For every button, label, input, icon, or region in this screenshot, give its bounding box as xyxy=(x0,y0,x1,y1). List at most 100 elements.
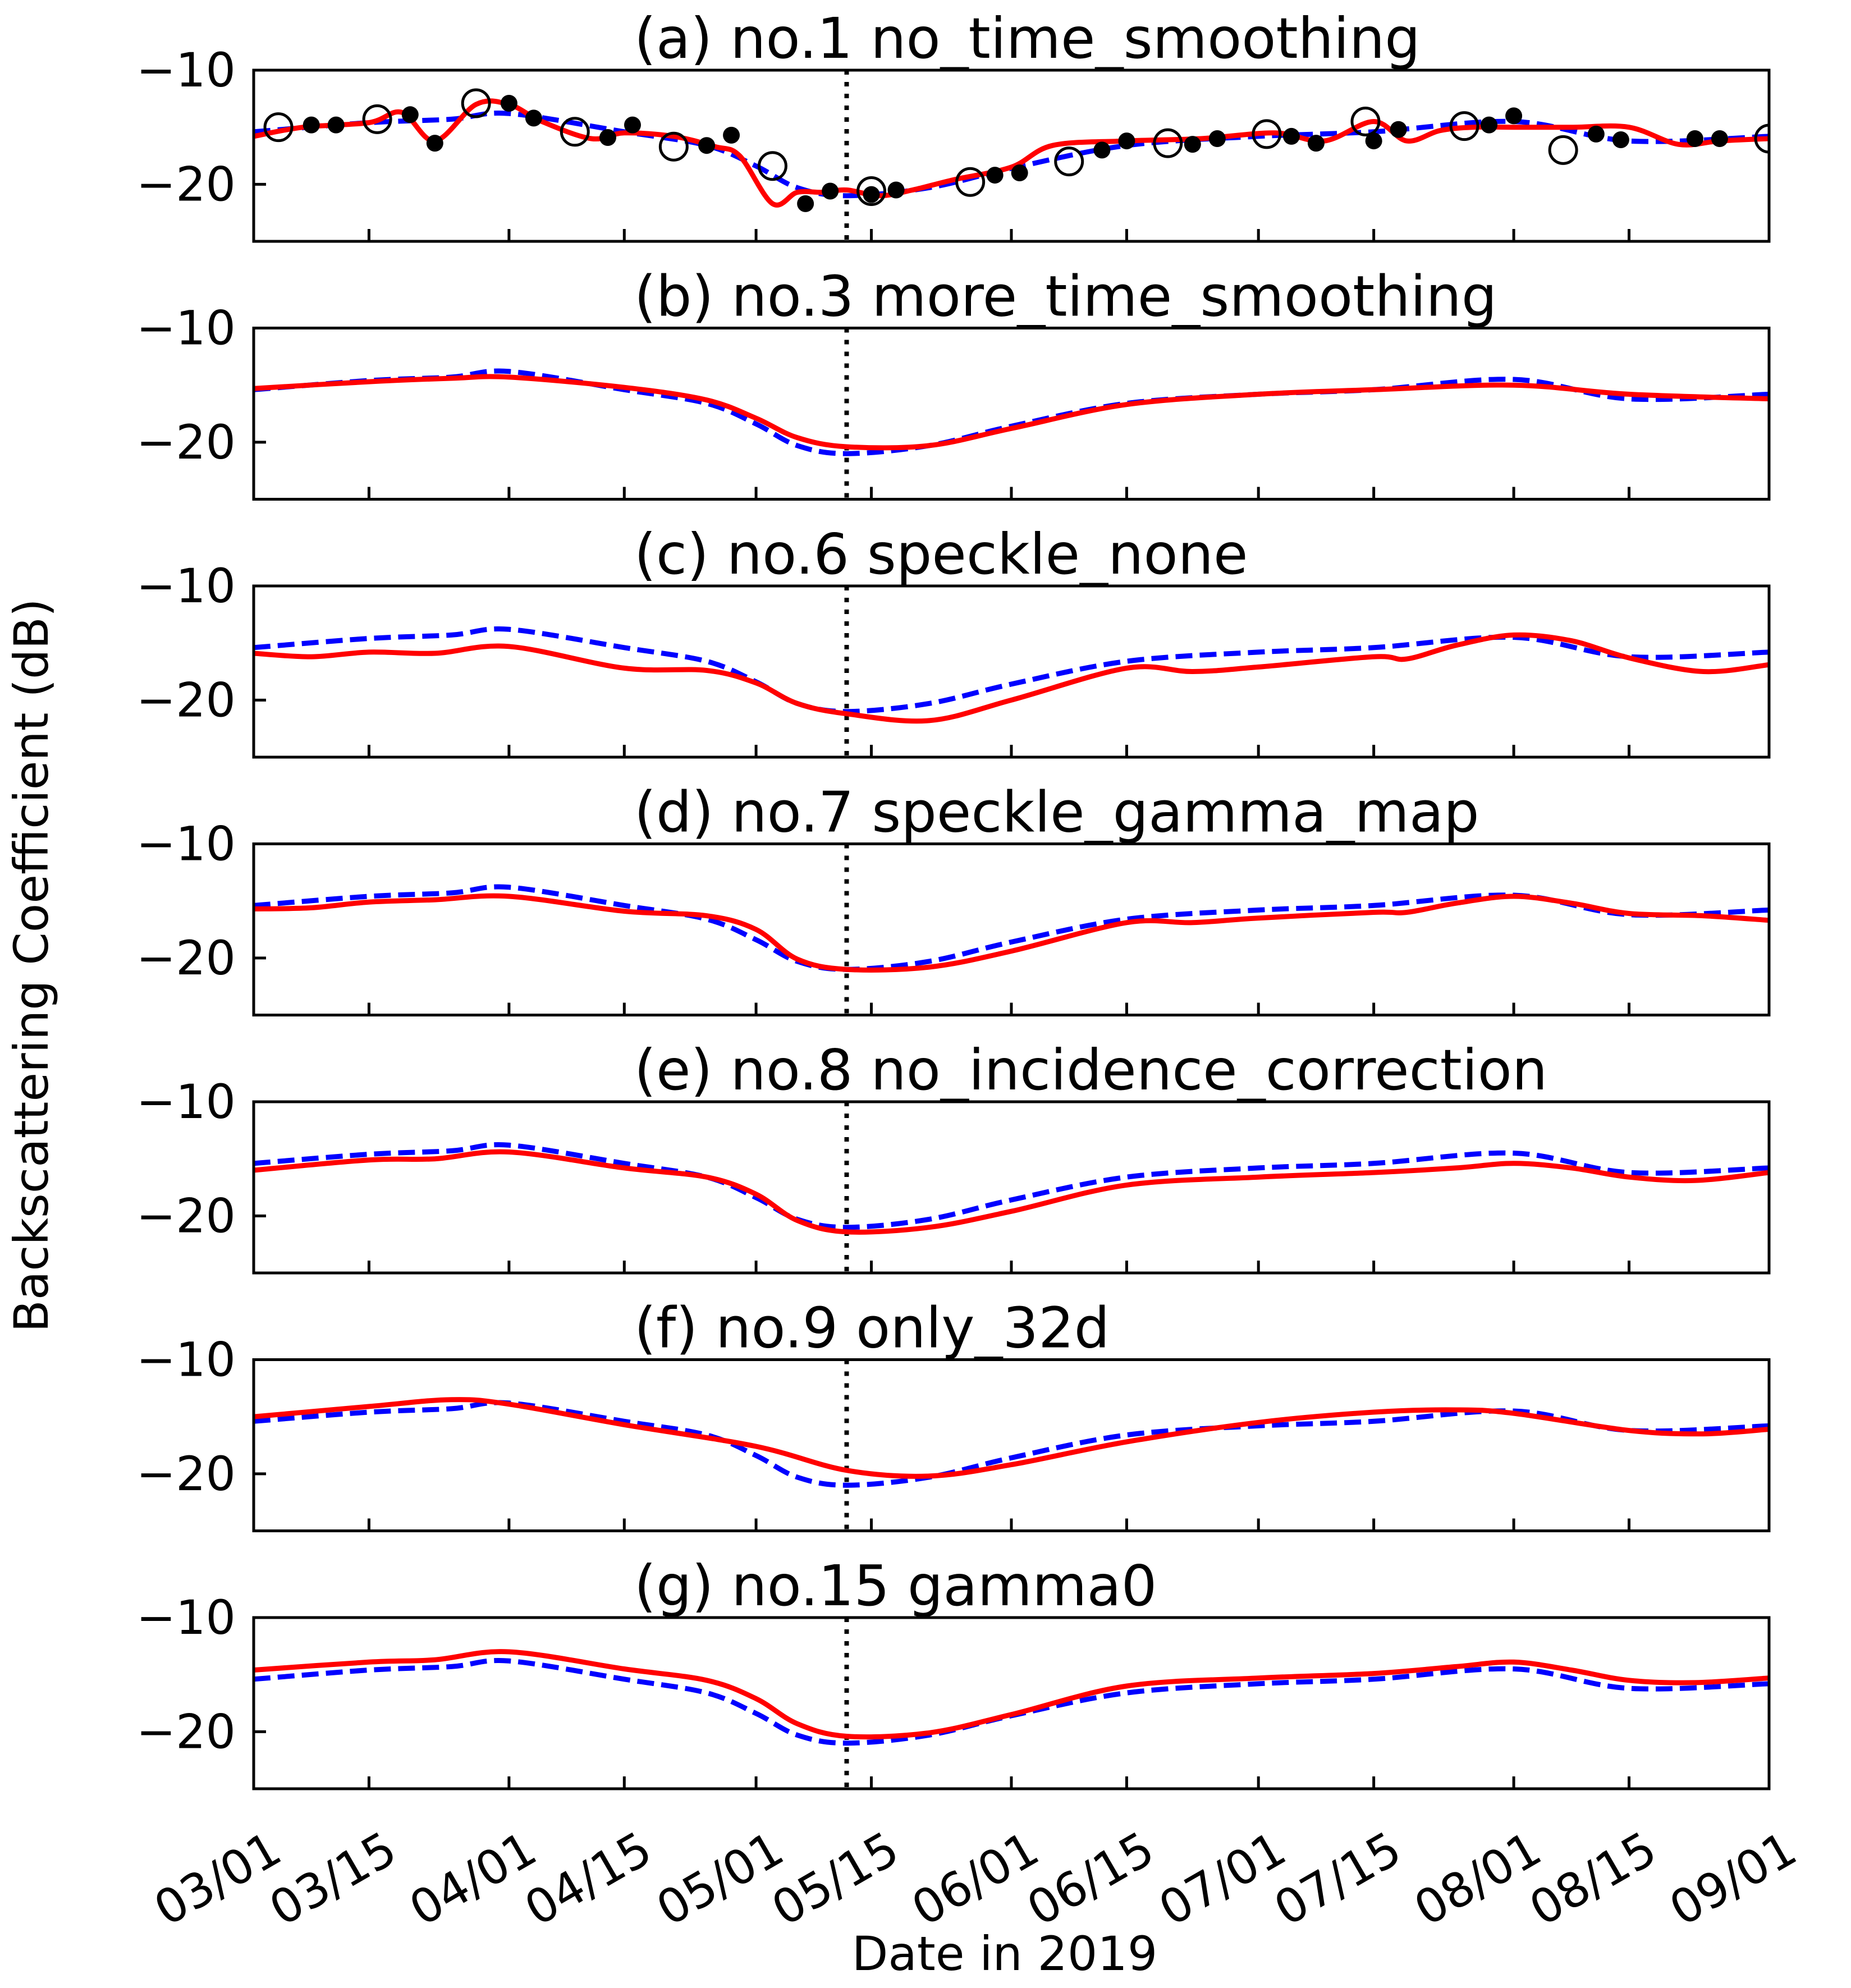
x-tick-label: 08/15 xyxy=(1520,1821,1666,1936)
speckle_gamma_map-series-line xyxy=(254,893,1769,973)
filled-observation-point xyxy=(1118,132,1135,150)
filled-observation-point xyxy=(525,109,542,127)
filled-observation-point xyxy=(863,186,880,203)
y-tick-label: −20 xyxy=(136,1188,236,1243)
panel-title: (c) no.6 speckle_none xyxy=(634,521,1248,587)
y-tick-label: −10 xyxy=(136,301,236,356)
filled-observation-point xyxy=(1307,135,1325,152)
filled-observation-point xyxy=(797,195,814,212)
filled-observation-point xyxy=(822,182,839,200)
panel-data xyxy=(254,1359,1769,1531)
x-tick-label: 06/15 xyxy=(1018,1821,1163,1936)
filled-observation-point xyxy=(1505,107,1523,125)
filled-observation-point xyxy=(426,135,443,152)
y-tick-label: −10 xyxy=(136,558,236,613)
reference-series-line xyxy=(254,1658,1769,1746)
open-observation-point xyxy=(362,104,392,134)
filled-observation-point xyxy=(723,126,740,144)
filled-observation-point xyxy=(1208,130,1226,147)
filled-observation-point xyxy=(1093,141,1111,159)
filled-observation-point xyxy=(401,106,419,123)
panel-title: (g) no.15 gamma0 xyxy=(634,1553,1157,1619)
open-observation-point xyxy=(1054,146,1084,177)
open-observation-point xyxy=(757,151,787,181)
x-tick-label: 07/15 xyxy=(1265,1821,1410,1936)
panel-frame xyxy=(252,327,1771,501)
y-tick-label: −20 xyxy=(136,931,236,986)
x-tick-label: 08/01 xyxy=(1405,1821,1550,1936)
x-tick-label: 03/15 xyxy=(260,1821,406,1936)
panel-frame xyxy=(252,584,1771,759)
panel-title: (f) no.9 only_32d xyxy=(634,1295,1110,1361)
panel-frame xyxy=(252,1616,1771,1790)
panel-title: (e) no.8 no_incidence_correction xyxy=(634,1037,1547,1103)
panel-e: (e) no.8 no_incidence_correction −10 −20 xyxy=(136,1037,1771,1275)
filled-observation-point xyxy=(1282,127,1300,145)
filled-observation-point xyxy=(327,116,345,134)
x-tick-label: 05/15 xyxy=(763,1821,908,1936)
panel-data xyxy=(254,586,1769,757)
y-tick-label: −10 xyxy=(136,1074,236,1129)
filled-observation-point xyxy=(1711,130,1728,147)
x-tick-label: 05/01 xyxy=(647,1821,792,1936)
panel-d: (d) no.7 speckle_gamma_map −10 −20 xyxy=(136,780,1771,1016)
open-observation-point xyxy=(461,88,491,118)
filled-observation-point xyxy=(1686,130,1703,147)
x-tick-label: 04/01 xyxy=(400,1821,546,1936)
panel-b: (b) no.3 more_time_smoothing −10 −20 xyxy=(136,264,1771,501)
panel-data xyxy=(254,1618,1769,1789)
filled-observation-point xyxy=(500,94,517,112)
y-tick-label: −20 xyxy=(136,415,236,470)
open-observation-point xyxy=(1252,119,1282,149)
filled-observation-point xyxy=(599,129,616,146)
filled-observation-point xyxy=(887,181,905,199)
filled-observation-point xyxy=(1011,164,1028,181)
open-observation-point xyxy=(263,112,294,143)
reference-series-line xyxy=(254,368,1769,456)
panel-frame xyxy=(252,842,1771,1016)
filled-observation-point xyxy=(1365,132,1382,150)
filled-observation-point xyxy=(1612,131,1629,149)
panel-c: (c) no.6 speckle_none −10 −20 xyxy=(136,521,1771,759)
panel-data xyxy=(254,70,1769,241)
filled-observation-point xyxy=(1587,125,1605,143)
panel-frame xyxy=(252,1358,1771,1532)
open-observation-point xyxy=(1153,128,1183,158)
reference-series-line xyxy=(254,111,1769,199)
gamma0-series-line xyxy=(254,1649,1769,1740)
y-axis-label: Backscattering Coefficient (dB) xyxy=(4,598,59,1332)
x-tick-label: 03/01 xyxy=(145,1821,290,1936)
open-observation-point xyxy=(955,167,986,197)
filled-observation-point xyxy=(1184,136,1201,153)
y-tick-label: −20 xyxy=(136,672,236,727)
panel-g: (g) no.15 gamma0 −10 −20 03/0103/1504/0104/… xyxy=(136,1553,1806,1936)
more_time_smoothing-series-line xyxy=(254,374,1769,451)
open-observation-point xyxy=(560,117,590,147)
panel-frame xyxy=(252,1100,1771,1275)
speckle_none-series-line xyxy=(254,632,1769,724)
panel-frame xyxy=(252,68,1771,243)
y-tick-label: −20 xyxy=(136,157,236,212)
only_32d-series-line xyxy=(254,1397,1769,1479)
panel-title: (b) no.3 more_time_smoothing xyxy=(634,264,1497,329)
panel-data xyxy=(254,328,1769,500)
reference-series-line xyxy=(254,884,1769,972)
y-tick-label: −20 xyxy=(136,1446,236,1501)
filled-observation-point xyxy=(698,137,716,154)
open-observation-point xyxy=(1754,123,1769,154)
y-tick-label: −10 xyxy=(136,1590,236,1645)
filled-observation-point xyxy=(624,116,641,134)
open-observation-point xyxy=(856,176,887,207)
y-tick-label: −20 xyxy=(136,1704,236,1759)
panel-title: (a) no.1 no_time_smoothing xyxy=(634,6,1421,71)
filled-observation-point xyxy=(1390,121,1407,138)
open-observation-point xyxy=(1350,107,1381,136)
reference-series-line xyxy=(254,626,1769,714)
x-axis-label: Date in 2019 xyxy=(852,1926,1158,1981)
open-observation-point xyxy=(1449,111,1479,141)
y-tick-label: −10 xyxy=(136,1332,236,1387)
x-tick-label: 04/15 xyxy=(516,1821,661,1936)
panel-title: (d) no.7 speckle_gamma_map xyxy=(634,780,1479,845)
panels-group: (a) no.1 no_time_smoothing−10−20(b) no.3… xyxy=(136,6,1806,1936)
